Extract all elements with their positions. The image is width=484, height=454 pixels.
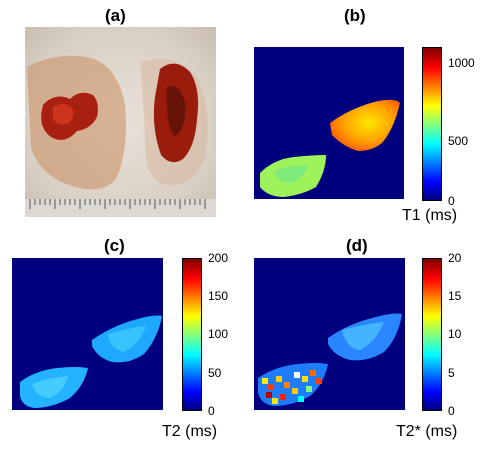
t1-colorbar-tick: 500 — [448, 134, 469, 148]
t2-colorbar — [182, 258, 202, 411]
panel-label-c: (c) — [104, 236, 125, 255]
t2star-colorbar-tick: 20 — [448, 251, 462, 265]
t2star-colorbar-tick: 10 — [448, 327, 462, 341]
tissue-photo — [25, 27, 216, 217]
t1-colorbar-tick: 0 — [448, 194, 455, 208]
t2-colorbar-tick: 150 — [208, 289, 229, 303]
panel-label-b: (b) — [344, 6, 366, 25]
t2-map — [12, 258, 163, 410]
t2star-colorbar-title: T2* (ms) — [396, 423, 458, 440]
t2-colorbar-tick: 0 — [208, 404, 215, 418]
t2star-colorbar — [422, 258, 442, 411]
t2-colorbar-tick: 200 — [208, 251, 229, 265]
t1-colorbar-title: T1 (ms) — [402, 207, 458, 224]
t2star-map — [254, 258, 405, 410]
t2star-colorbar-tick: 15 — [448, 289, 462, 303]
t2-colorbar-title: T2 (ms) — [162, 423, 218, 440]
t2-colorbar-tick: 100 — [208, 327, 229, 341]
t1-colorbar-tick: 1000 — [448, 56, 475, 70]
t1-map — [254, 47, 404, 199]
t2star-colorbar-tick: 5 — [448, 366, 455, 380]
t2-colorbar-tick: 50 — [208, 366, 222, 380]
tissue-photo-drawing — [25, 55, 216, 217]
panel-label-d: (d) — [346, 236, 368, 255]
t2star-hotspots — [262, 370, 322, 404]
t1-colorbar — [422, 47, 442, 201]
panel-label-a: (a) — [105, 6, 126, 25]
t2star-map-drawing — [258, 313, 402, 406]
t1-map-drawing — [260, 99, 400, 197]
t2star-colorbar-tick: 0 — [448, 404, 455, 418]
t2-map-drawing — [20, 315, 162, 408]
